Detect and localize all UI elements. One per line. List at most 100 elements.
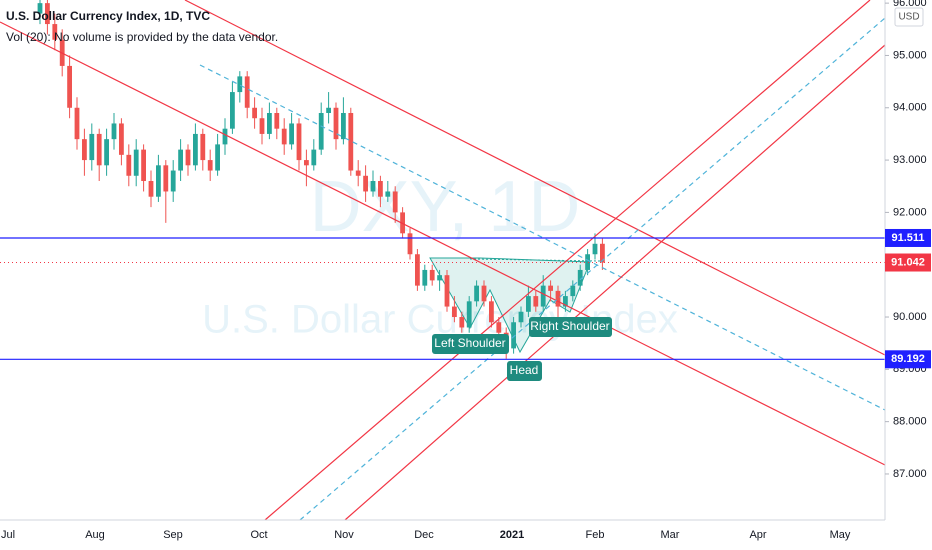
channel-line [264, 0, 871, 521]
channel-midline [299, 17, 886, 521]
candle-body [52, 24, 58, 40]
levels [0, 237, 885, 360]
candle-body [392, 191, 398, 213]
candle-body [555, 290, 561, 307]
price-label-box [885, 253, 931, 272]
volume-note: Vol (20): No volume is provided by the d… [6, 30, 278, 44]
candle-body [215, 144, 220, 171]
candle-body [281, 128, 287, 145]
candle-body [289, 123, 294, 145]
candle-body [185, 149, 191, 166]
candle-body [577, 269, 583, 286]
candle-body [156, 165, 161, 197]
candle-body [104, 139, 109, 166]
candle-body [222, 128, 228, 145]
candle-body [89, 133, 95, 161]
x-tick-label: Aug [85, 529, 105, 541]
y-tick-label: 90.000 [893, 311, 927, 323]
candle-body [37, 3, 43, 14]
candle-body [422, 269, 428, 286]
annotation: Left Shoulder [434, 336, 505, 350]
candle-body [259, 118, 265, 134]
channel-line [0, 21, 886, 466]
candle-body [496, 322, 502, 333]
x-tick-label: Apr [749, 529, 766, 541]
x-tick-label: Sep [163, 529, 183, 541]
candle-body [244, 76, 250, 108]
candle-body [459, 317, 465, 328]
y-tick-label: 92.000 [893, 206, 927, 218]
candle-body [444, 275, 450, 307]
y-tick-label: 93.000 [893, 154, 927, 166]
candle-body [178, 149, 183, 171]
candle-body [570, 285, 576, 297]
label-box [432, 334, 509, 354]
candle-body [267, 112, 272, 134]
candle-body [474, 285, 479, 302]
label-box [529, 317, 612, 337]
candle-body [141, 149, 146, 182]
candle-body [341, 112, 346, 140]
candle-body [67, 65, 72, 108]
candle-body [540, 285, 546, 307]
candle-body [363, 175, 368, 192]
candle-body [163, 165, 169, 192]
candle-body [82, 139, 87, 161]
candle-body [200, 133, 206, 161]
candle-body [437, 275, 442, 281]
x-tick-label: Mar [661, 529, 680, 541]
candle-body [311, 149, 317, 166]
candle-body [348, 112, 354, 171]
candle-body [326, 107, 331, 113]
watermark-symbol: DXY, 1D [310, 167, 581, 247]
candles [37, 0, 605, 359]
candle-body [274, 112, 280, 129]
annotation: Right Shoulder [530, 319, 609, 333]
candle-body [45, 3, 50, 25]
annotation: Head [510, 363, 539, 377]
candle-body [237, 76, 243, 93]
neckline [469, 258, 601, 262]
candle-body [296, 123, 302, 161]
candle-body [548, 285, 553, 291]
candle-body [592, 243, 598, 255]
x-tick-label: Nov [334, 529, 354, 541]
y-tick-label: 96.000 [893, 0, 927, 9]
candle-body [526, 296, 531, 312]
y-tick-label: 94.000 [893, 102, 927, 114]
x-tick-label: Oct [250, 529, 267, 541]
candle-body [533, 296, 539, 307]
candle-body [119, 123, 124, 155]
price-label: 91.511 [891, 232, 924, 244]
candle-body [585, 254, 590, 270]
candle-body [74, 107, 80, 140]
currency[interactable]: USD [898, 12, 919, 23]
candle-body [452, 306, 457, 318]
pattern-area [429, 257, 591, 354]
label-box [507, 361, 542, 381]
candle-body [355, 170, 361, 176]
candle-body [466, 301, 472, 328]
x-tick-label: Feb [586, 529, 605, 541]
candle-body [489, 301, 494, 323]
candle-body [385, 191, 391, 197]
y-tick-label: 87.000 [893, 468, 927, 480]
candle-body [333, 107, 339, 140]
time-axis [0, 520, 932, 550]
currency-box[interactable] [894, 7, 924, 27]
price-axis [885, 0, 932, 550]
candle-body [518, 311, 524, 323]
candle-body [133, 149, 139, 176]
candle-body [600, 243, 605, 263]
price-label: 91.042 [891, 256, 925, 268]
candle-body [170, 170, 176, 192]
candle-body [193, 133, 198, 166]
candle-body [252, 107, 257, 119]
channel-midline [199, 64, 886, 411]
candle-body [415, 254, 420, 286]
y-tick-label: 88.000 [893, 416, 927, 428]
candle-body [378, 181, 383, 197]
candle-body [481, 285, 487, 302]
